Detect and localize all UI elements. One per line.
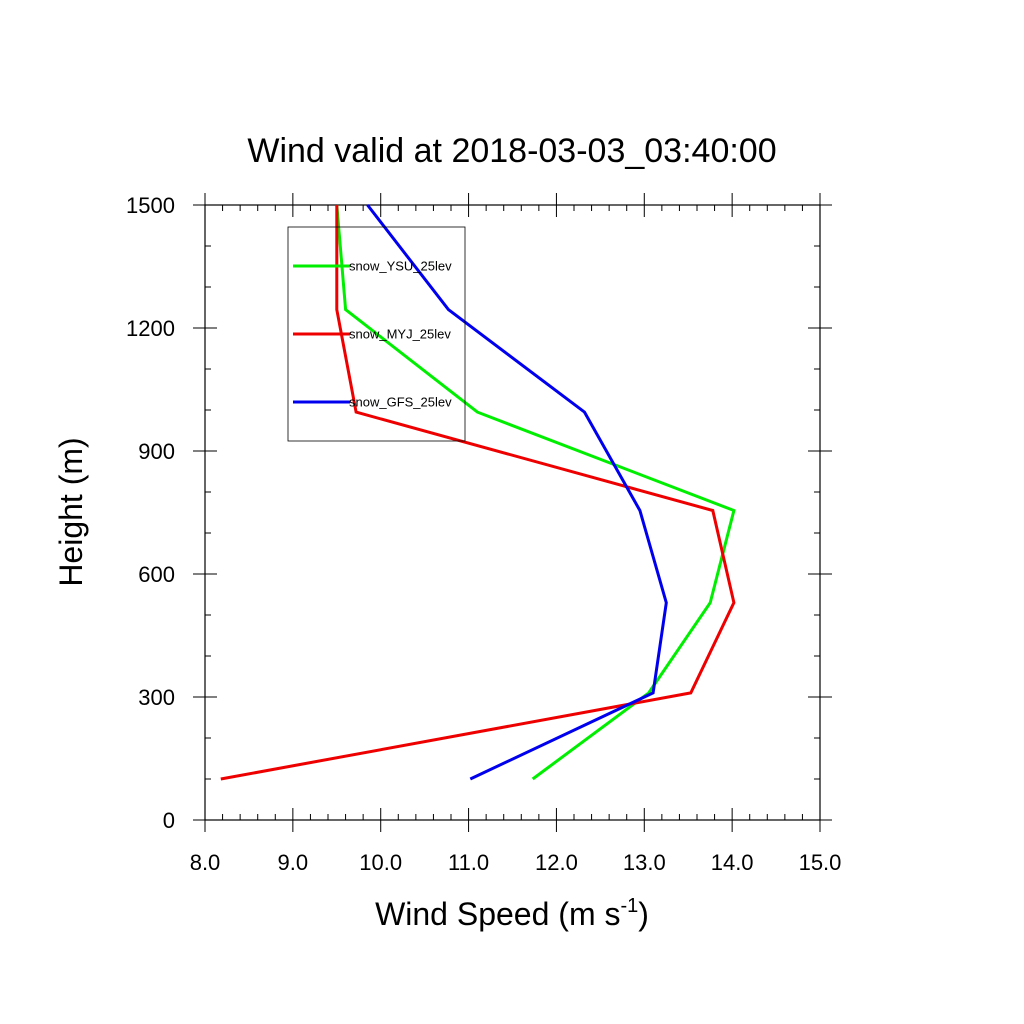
y-tick-label: 1200 bbox=[126, 316, 175, 341]
axis-ticks bbox=[193, 193, 832, 832]
series-line-snow_MYJ_25lev bbox=[220, 205, 736, 781]
y-tick-label: 300 bbox=[138, 685, 175, 710]
x-tick-label: 14.0 bbox=[711, 850, 754, 875]
legend-box bbox=[287, 226, 466, 442]
tick-labels: 8.0 9.0 10.0 11.0 12.0 13.0 14.0 15.0 0 300 600 900… bbox=[126, 193, 841, 875]
y-tick-label: 600 bbox=[138, 562, 175, 587]
series-line-snow_YSU_25lev bbox=[335, 204, 736, 781]
x-tick-label: 9.0 bbox=[278, 850, 309, 875]
plot-frame bbox=[204, 204, 821, 821]
y-axis-label: Height (m) bbox=[53, 437, 89, 586]
y-tick-label: 900 bbox=[138, 439, 175, 464]
legend-label: snow_YSU_25lev bbox=[349, 259, 452, 274]
plot-area: 8.0 9.0 10.0 11.0 12.0 13.0 14.0 15.0 0 300 600 900… bbox=[126, 193, 841, 875]
chart-title: Wind valid at 2018-03-03_03:40:00 bbox=[247, 132, 776, 170]
series-lines bbox=[220, 204, 736, 781]
legend: snow_YSU_25lev snow_MYJ_25lev snow_GFS_25l… bbox=[287, 226, 466, 442]
x-axis-label-main: Wind Speed (m s bbox=[375, 896, 620, 932]
y-tick-label: 1500 bbox=[126, 193, 175, 218]
x-axis-label-superscript: -1 bbox=[620, 895, 638, 917]
legend-label: snow_MYJ_25lev bbox=[349, 327, 451, 342]
legend-label: snow_GFS_25lev bbox=[349, 395, 452, 410]
x-axis-label-suffix: ) bbox=[638, 896, 649, 932]
series-line-snow_GFS_25lev bbox=[366, 204, 668, 781]
x-tick-label: 11.0 bbox=[448, 850, 489, 875]
x-tick-label: 15.0 bbox=[799, 850, 842, 875]
x-tick-label: 8.0 bbox=[190, 850, 221, 875]
y-tick-label: 0 bbox=[163, 808, 175, 833]
x-tick-label: 13.0 bbox=[623, 850, 666, 875]
x-tick-label: 12.0 bbox=[535, 850, 578, 875]
x-axis-label: Wind Speed (m s-1) bbox=[375, 895, 649, 932]
x-tick-label: 10.0 bbox=[359, 850, 402, 875]
